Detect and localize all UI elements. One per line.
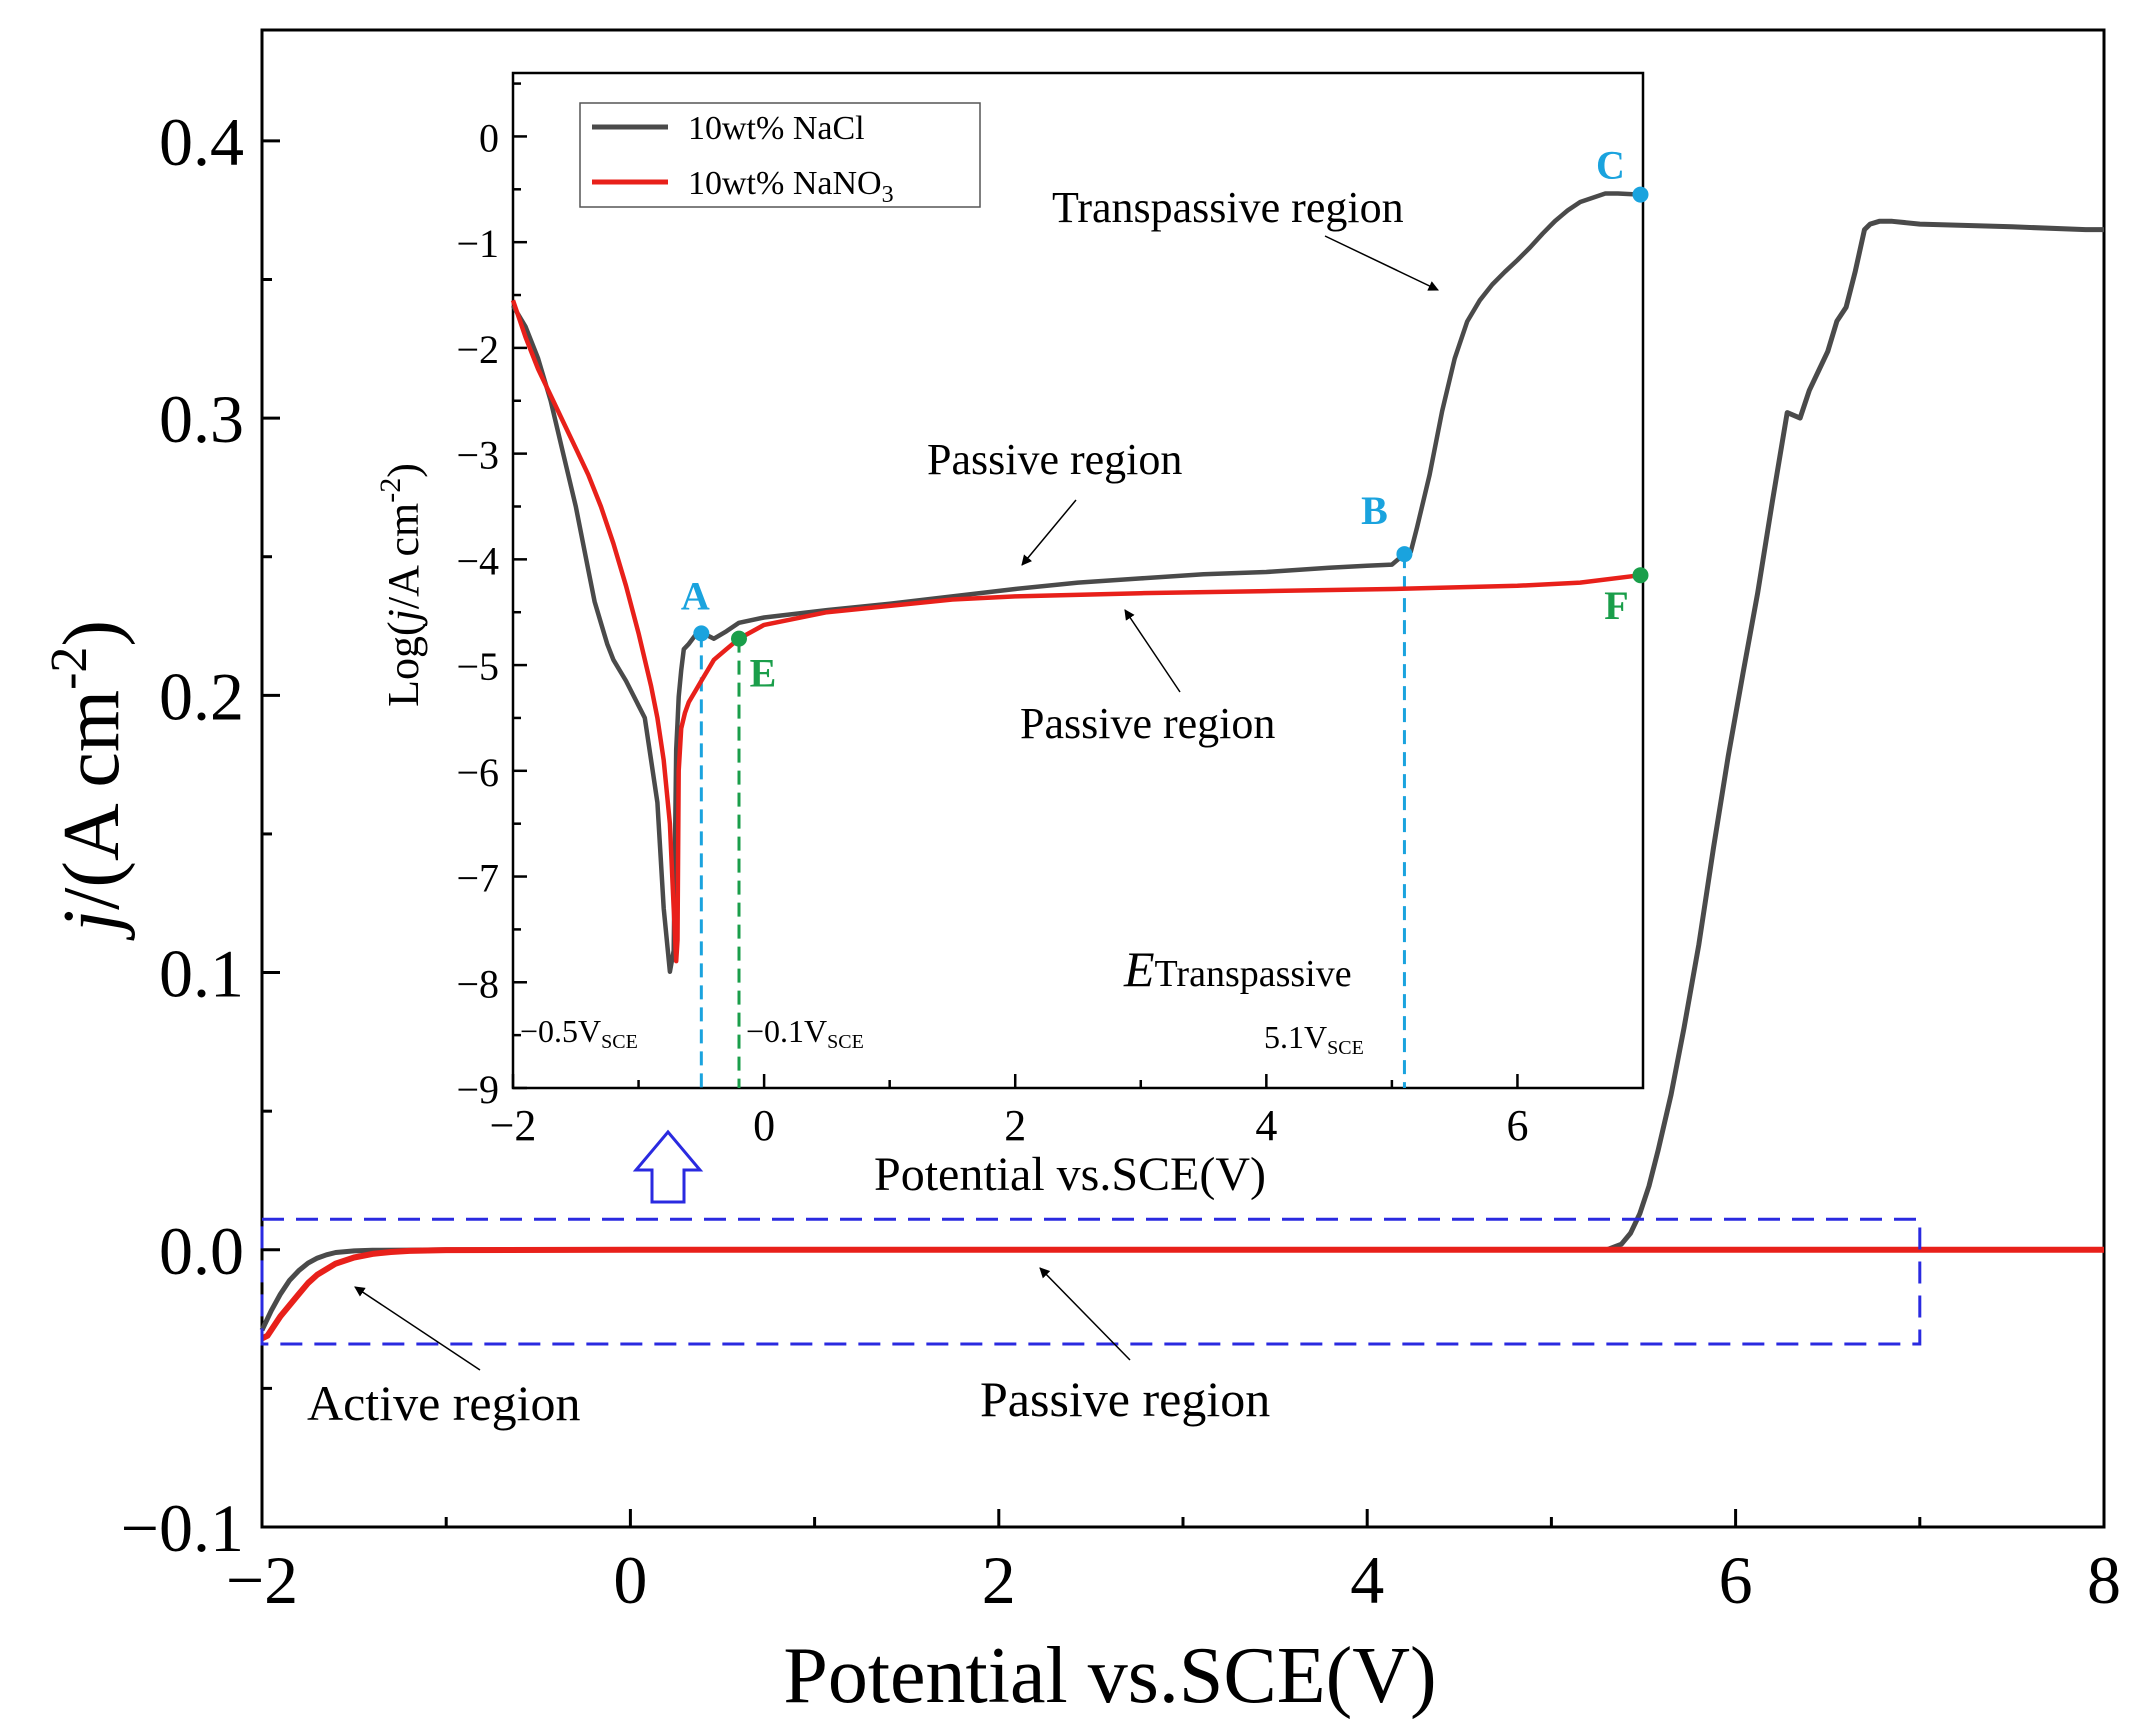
main-x-tick-label: 4 [1350, 1542, 1384, 1618]
point-label-a: A [681, 573, 710, 618]
main-x-tick-label: 8 [2087, 1542, 2121, 1618]
passive-region-arrow-main [1039, 1267, 1131, 1361]
legend-label-nano3: 10wt% NaNO3 [688, 165, 894, 208]
main-y-tick-label: 0.3 [159, 381, 244, 457]
inset-series-group [510, 191, 1641, 974]
inset-y-tick-label: −1 [456, 221, 499, 266]
main-x-tick-label: 2 [982, 1542, 1016, 1618]
inset-y-tick-label: −5 [456, 644, 499, 689]
main-y-tick-label: 0.0 [159, 1213, 244, 1289]
inset-x-tick-label: 0 [753, 1101, 775, 1150]
main-axis-ticks: −2 0 2 4 6 8 −0.1 0.0 0.1 0.2 0.3 0.4 [121, 104, 2121, 1618]
inset-y-tick-label: −2 [456, 327, 499, 372]
main-x-tick-label: 6 [1719, 1542, 1753, 1618]
passive-region-label-upper: Passive region [927, 435, 1182, 484]
inset-marked-points: A B C E F [681, 143, 1649, 696]
inset-y-tick-label: 0 [479, 115, 499, 160]
inset-x-tick-label: 2 [1004, 1101, 1026, 1150]
voltage-label-b: 5.1VSCE [1264, 1019, 1364, 1059]
inset-y-tick-label: −9 [456, 1067, 499, 1112]
point-label-c: C [1596, 143, 1625, 188]
main-y-tick-label: 0.2 [159, 658, 244, 734]
inset-x-tick-label: −2 [490, 1101, 537, 1150]
point-marker-f [1632, 567, 1649, 584]
inset-legend: 10wt% NaCl 10wt% NaNO3 [579, 102, 981, 208]
active-region-label: Active region [307, 1375, 581, 1431]
main-series-group [259, 218, 2104, 1342]
legend-box [579, 102, 981, 208]
transpassive-region-arrow [1324, 235, 1439, 291]
inset-y-tick-label: −4 [456, 538, 499, 583]
inset-plot: −2 0 2 4 6 0 −1 −2 −3 −4 −5 −6 −7 −8 −9 A B C E F Potentia… [374, 71, 1649, 1201]
inset-series-line-0 [511, 191, 1641, 974]
main-y-tick-label: −0.1 [121, 1490, 244, 1566]
point-marker-e [731, 630, 747, 647]
zoom-up-arrow-icon [632, 1129, 704, 1204]
inset-y-axis-label: Log(j/A cm-2) [374, 463, 428, 707]
main-plot: −2 0 2 4 6 8 −0.1 0.0 0.1 0.2 0.3 0.4 Potential vs.… [41, 28, 2121, 1720]
passive-zoom-dashed-box [260, 1217, 1922, 1346]
e-transpassive-label: ETranspassive [1123, 941, 1352, 997]
main-y-tick-label: 0.1 [159, 936, 244, 1012]
inset-y-tick-label: −8 [456, 961, 499, 1006]
main-y-axis-label: j/(A cm-2) [41, 620, 136, 941]
main-series-line-1 [260, 1246, 2104, 1342]
inset-y-tick-label: −3 [456, 433, 499, 478]
passive-region-arrow-upper [1021, 499, 1077, 566]
inset-x-tick-label: 4 [1255, 1101, 1277, 1150]
point-marker-b [1396, 546, 1413, 563]
point-label-f: F [1604, 583, 1628, 628]
point-label-e: E [750, 651, 777, 696]
point-label-b: B [1361, 488, 1388, 533]
main-x-tick-label: 0 [613, 1542, 647, 1618]
inset-dashed-verticals [699, 554, 1406, 1088]
inset-x-tick-label: 6 [1506, 1101, 1528, 1150]
inset-y-tick-label: −7 [456, 856, 499, 901]
passive-region-label-lower: Passive region [1020, 699, 1275, 748]
inset-series-line-1 [510, 299, 1641, 964]
point-marker-c [1632, 186, 1649, 203]
inset-x-axis-label: Potential vs.SCE(V) [874, 1148, 1266, 1201]
point-marker-a [693, 625, 710, 642]
main-x-axis-label: Potential vs.SCE(V) [783, 1632, 1436, 1720]
transpassive-region-label: Transpassive region [1052, 183, 1404, 232]
inset-axis-ticks: −2 0 2 4 6 0 −1 −2 −3 −4 −5 −6 −7 −8 −9 [456, 82, 1528, 1150]
main-series-line-0 [259, 218, 2104, 1332]
main-y-tick-label: 0.4 [159, 104, 244, 180]
voltage-label-e: −0.1VSCE [746, 1013, 864, 1053]
passive-region-arrow-lower [1124, 609, 1181, 693]
passive-region-label-main: Passive region [980, 1371, 1270, 1427]
inset-y-tick-label: −6 [456, 750, 499, 795]
voltage-label-a: −0.5VSCE [520, 1013, 638, 1053]
active-region-arrow [354, 1286, 481, 1371]
main-x-tick-label: −2 [226, 1542, 298, 1618]
legend-label-nacl: 10wt% NaCl [688, 110, 865, 147]
